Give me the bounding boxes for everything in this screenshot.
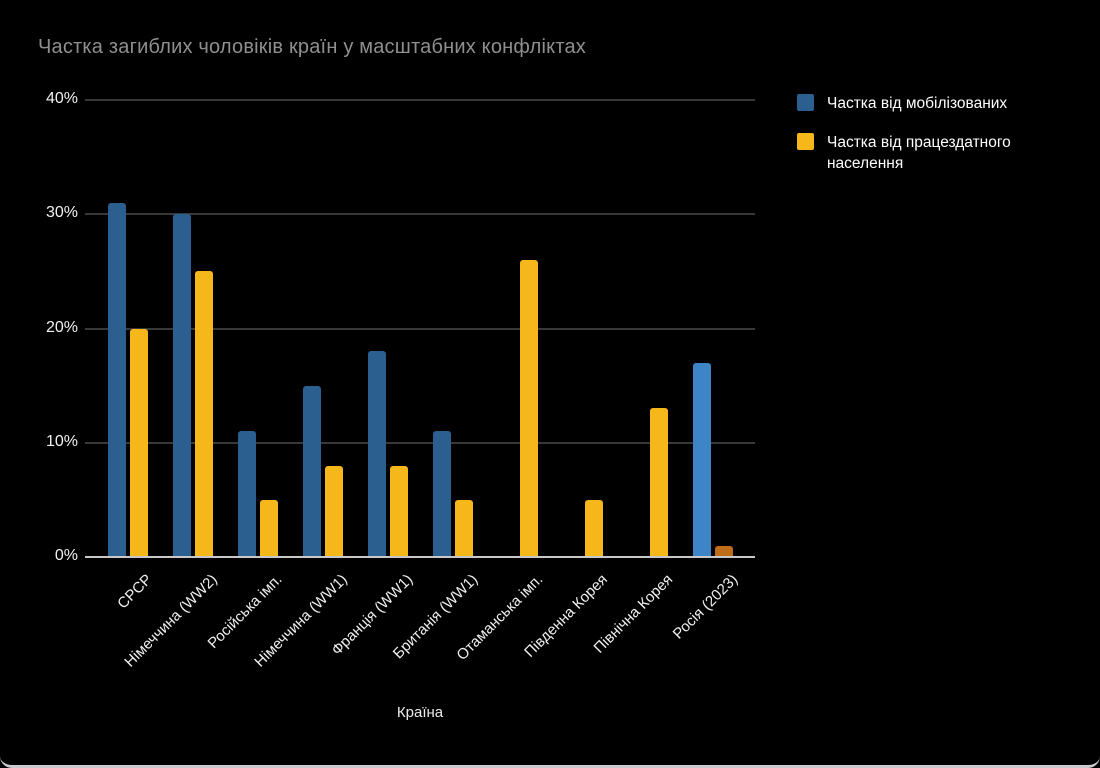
bar-mobilized-Британія (WW1) xyxy=(433,431,451,557)
gridline-10% xyxy=(85,441,755,444)
x-tick-label-Німеччина (WW2): Німеччина (WW2) xyxy=(121,571,222,671)
bar-mobilized-СРСР xyxy=(108,202,126,557)
legend-label: Частка від мобілізованих xyxy=(827,95,1008,112)
x-tick-label-Північна Корея: Північна Корея xyxy=(590,571,677,657)
bar-working-age-Британія (WW1) xyxy=(455,499,473,557)
legend-swatch-blue xyxy=(797,94,814,111)
y-tick-label-20%: 20% xyxy=(45,318,78,336)
x-tick-label-Південна Корея: Південна Корея xyxy=(521,571,612,661)
bar-group-4 xyxy=(291,385,356,557)
bar-working-age-Південна Корея xyxy=(585,499,603,557)
bar-working-age-СРСР xyxy=(130,328,148,557)
bar-working-age-Франція (WW1) xyxy=(390,465,408,557)
x-tick-label-Російська імп.: Російська імп. xyxy=(205,571,287,653)
bar-mobilized-Франція (WW1) xyxy=(368,351,386,557)
legend-item-mobilized: Частка від мобілізованих xyxy=(797,93,1077,114)
bar-working-age-Німеччина (WW2) xyxy=(195,271,213,557)
bar-mobilized-Російська імп. xyxy=(238,431,256,557)
bar-working-age-Росія (2023) xyxy=(715,545,733,557)
bar-group-10 xyxy=(681,362,746,557)
x-tick-label-Отаманська імп.: Отаманська імп. xyxy=(453,571,547,664)
x-axis-title: Країна xyxy=(396,704,444,721)
x-tick-label-СРСР: СРСР xyxy=(114,571,157,613)
y-tick-label-0%: 0% xyxy=(54,547,78,564)
bar-group-7 xyxy=(486,259,551,557)
bar-mobilized-Росія (2023) xyxy=(693,362,711,557)
legend-item-working-age: Частка від працездатного населення xyxy=(797,132,1077,174)
y-axis: 0% 10% 20% 30% 40% xyxy=(0,90,78,564)
bar-group-6 xyxy=(421,431,486,557)
bar-working-age-Отаманська імп. xyxy=(520,259,538,557)
x-tick-label-Франція (WW1): Франція (WW1) xyxy=(328,571,417,659)
chart-title: Частка загиблих чоловіків країн у масшта… xyxy=(38,36,586,58)
legend-swatch-yellow xyxy=(797,133,814,150)
bar-group-3 xyxy=(226,431,291,557)
x-tick-label-Росія (2023): Росія (2023) xyxy=(669,571,742,643)
bar-mobilized-Німеччина (WW2) xyxy=(173,214,191,557)
gridline-30% xyxy=(85,213,755,216)
bar-group-8 xyxy=(551,499,616,557)
gridline-40% xyxy=(85,99,755,101)
y-tick-label-40%: 40% xyxy=(45,90,78,107)
bar-group-1 xyxy=(96,202,161,557)
legend: Частка від мобілізованих Частка від прац… xyxy=(797,93,1077,192)
x-axis-line xyxy=(85,556,755,558)
x-tick-label-Німеччина (WW1): Німеччина (WW1) xyxy=(251,571,352,671)
plot-area xyxy=(85,99,755,558)
bar-working-age-Російська імп. xyxy=(260,499,278,557)
bar-group-9 xyxy=(616,408,681,557)
y-tick-label-30%: 30% xyxy=(45,204,78,222)
y-tick-label-10%: 10% xyxy=(45,432,78,450)
bar-mobilized-Німеччина (WW1) xyxy=(303,385,321,557)
gridline-20% xyxy=(85,327,755,330)
legend-label: Частка від працездатного населення xyxy=(827,134,1011,172)
bar-working-age-Німеччина (WW1) xyxy=(325,465,343,557)
bar-group-5 xyxy=(356,351,421,557)
x-tick-label-Британія (WW1): Британія (WW1) xyxy=(389,571,482,663)
bar-working-age-Північна Корея xyxy=(650,408,668,557)
bar-group-2 xyxy=(161,214,226,557)
